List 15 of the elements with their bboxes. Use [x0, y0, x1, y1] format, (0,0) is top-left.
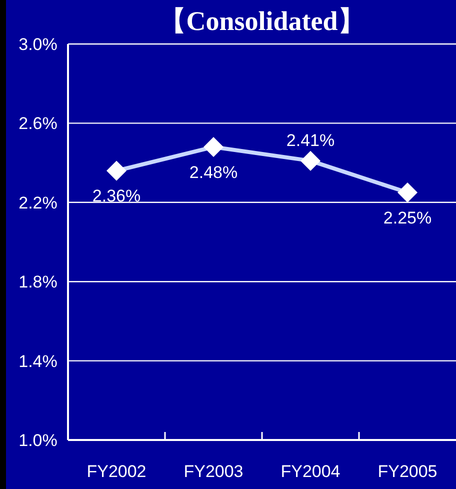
y-tick-label: 1.0% [18, 431, 58, 450]
y-tick-label: 1.4% [18, 352, 58, 371]
x-tick-label: FY2005 [378, 462, 438, 481]
y-tick-label: 1.8% [18, 272, 58, 292]
data-label: 2.48% [189, 162, 238, 182]
x-tick-label: FY2004 [280, 462, 340, 481]
x-tick-label: FY2002 [86, 462, 146, 481]
data-label: 2.41% [286, 130, 335, 150]
y-tick-label: 3.0% [18, 35, 58, 54]
y-tick-label: 2.2% [18, 193, 58, 212]
y-tick-label: 2.6% [18, 114, 58, 134]
x-tick-label: FY2003 [184, 462, 244, 481]
data-label: 2.36% [92, 186, 141, 206]
chart-title: 【Consolidated】 [159, 6, 365, 36]
data-label: 2.25% [383, 208, 432, 228]
